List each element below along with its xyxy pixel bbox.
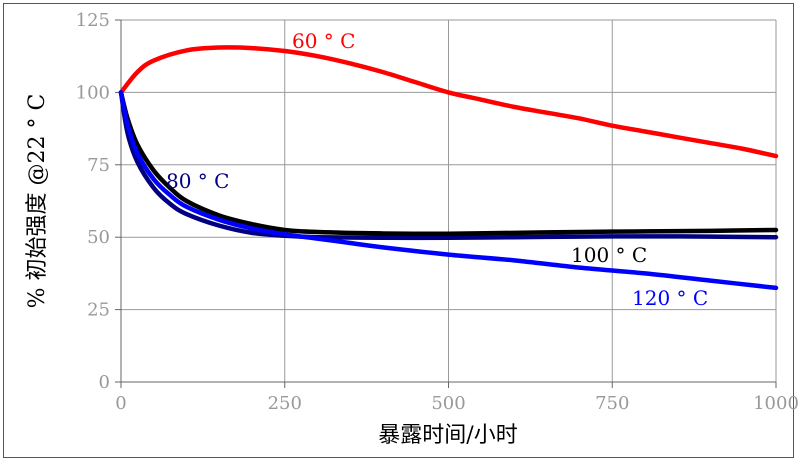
chart-frame bbox=[3, 3, 794, 458]
series-labels: 60 ° C 80 ° C 100 ° C 120 ° C bbox=[166, 29, 708, 310]
y-tick-labels: 0 25 50 75 100 125 bbox=[76, 10, 110, 393]
series-line-2 bbox=[118, 90, 779, 237]
x-tick-label: 500 bbox=[431, 393, 465, 414]
axes bbox=[115, 19, 777, 388]
y-tick-label: 25 bbox=[87, 300, 110, 321]
y-tick-label: 125 bbox=[76, 10, 110, 31]
y-tick-label: 100 bbox=[76, 82, 110, 103]
y-tick-label: 50 bbox=[87, 227, 110, 248]
series-label-2: 100 ° C bbox=[571, 243, 647, 267]
x-tick-labels: 0 250 500 750 1000 bbox=[115, 393, 799, 414]
y-tick-label: 75 bbox=[87, 155, 110, 176]
x-tick-label: 750 bbox=[595, 393, 629, 414]
y-axis-label: % 初始强度 @22 ° C bbox=[25, 94, 50, 309]
series-lines bbox=[118, 45, 779, 291]
series-line-0 bbox=[118, 45, 779, 159]
series-label-3: 120 ° C bbox=[632, 286, 708, 310]
series-label-1: 80 ° C bbox=[166, 169, 229, 193]
x-tick-label: 1000 bbox=[753, 393, 799, 414]
x-axis-label: 暴露时间/小时 bbox=[378, 423, 517, 448]
series-line-3 bbox=[118, 90, 779, 291]
series-label-0: 60 ° C bbox=[292, 29, 355, 53]
grid-lines bbox=[121, 19, 777, 382]
x-tick-label: 250 bbox=[268, 393, 302, 414]
x-tick-label: 0 bbox=[115, 393, 126, 414]
y-tick-label: 0 bbox=[99, 372, 110, 393]
